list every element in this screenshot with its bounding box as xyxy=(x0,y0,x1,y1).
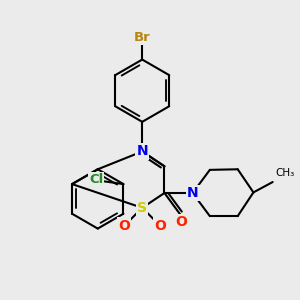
Text: O: O xyxy=(176,215,187,229)
Text: Br: Br xyxy=(134,32,151,44)
Text: O: O xyxy=(118,219,130,232)
Text: S: S xyxy=(137,201,147,215)
Text: N: N xyxy=(136,145,148,158)
Text: O: O xyxy=(154,219,166,232)
Text: N: N xyxy=(136,145,148,158)
Text: N: N xyxy=(187,186,198,200)
Text: CH₃: CH₃ xyxy=(275,169,294,178)
Text: N: N xyxy=(187,186,198,200)
Text: Cl: Cl xyxy=(89,173,103,186)
